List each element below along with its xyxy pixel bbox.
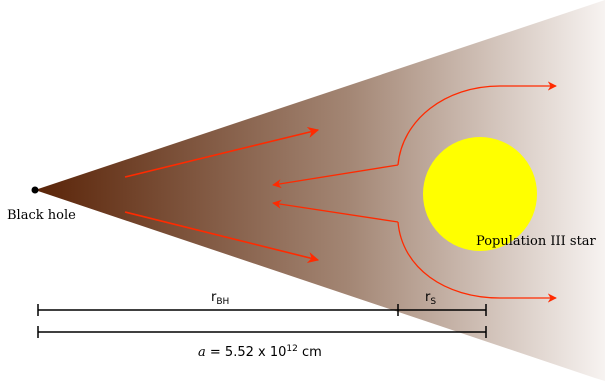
- r-bh-label: rBH: [211, 290, 229, 307]
- arrow-upper-left: [124, 126, 320, 178]
- black-hole-dot: [31, 186, 39, 194]
- r-s-label: rS: [425, 290, 436, 307]
- star-label: Population III star: [476, 234, 597, 249]
- arrow-lower-left: [124, 211, 320, 264]
- black-hole-label: Black hole: [7, 208, 76, 223]
- arrow-return-lower: [272, 199, 399, 223]
- arrow-outflow-upper: [397, 81, 557, 166]
- arrow-outflow-lower: [397, 221, 557, 303]
- population-iii-star: [423, 137, 537, 251]
- scale-bar-radii: [37, 304, 487, 316]
- scale-bar-separation: [37, 326, 487, 338]
- accretion-cone: [35, 0, 605, 381]
- separation-label: a = 5.52 x 1012 cm: [198, 344, 322, 360]
- arrow-return-upper: [272, 164, 399, 189]
